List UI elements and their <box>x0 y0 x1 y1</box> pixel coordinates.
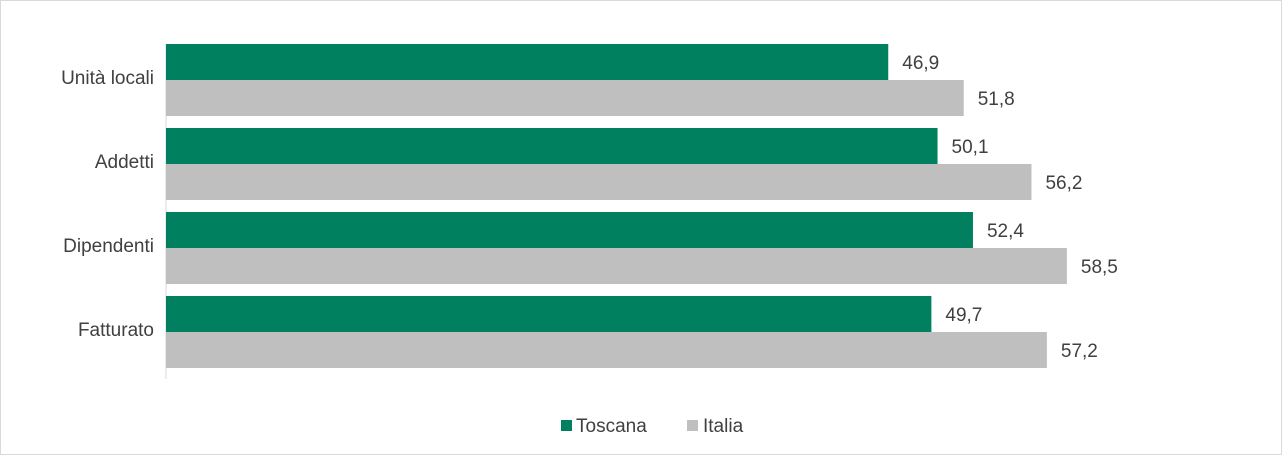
bar-toscana-unita-locali <box>166 44 889 80</box>
category-label-addetti: Addetti <box>95 152 154 173</box>
bar-italia-unita-locali <box>166 80 964 116</box>
bar-italia-addetti <box>166 164 1032 200</box>
data-label-italia-fatturato: 57,2 <box>1061 341 1098 362</box>
legend-swatch-italia <box>687 420 698 431</box>
plot-area: Unità locali 46,9 51,8 Addetti 50,1 56,2 Dipen… <box>61 44 1118 368</box>
legend-label-italia: Italia <box>703 416 744 437</box>
bar-toscana-fatturato <box>166 296 932 332</box>
category-label-unita-locali: Unità locali <box>61 68 154 89</box>
bar-italia-fatturato <box>166 332 1047 368</box>
data-label-toscana-addetti: 50,1 <box>952 137 989 158</box>
legend: Toscana Italia <box>561 416 744 437</box>
bar-italia-dipendenti <box>166 248 1067 284</box>
data-label-toscana-unita-locali: 46,9 <box>902 53 939 74</box>
data-label-italia-unita-locali: 51,8 <box>978 89 1015 110</box>
bar-toscana-dipendenti <box>166 212 973 248</box>
data-label-toscana-fatturato: 49,7 <box>945 305 982 326</box>
data-label-italia-dipendenti: 58,5 <box>1081 257 1118 278</box>
category-label-dipendenti: Dipendenti <box>63 236 154 257</box>
legend-label-toscana: Toscana <box>576 416 647 437</box>
data-label-italia-addetti: 56,2 <box>1045 173 1082 194</box>
data-label-toscana-dipendenti: 52,4 <box>987 221 1024 242</box>
bar-toscana-addetti <box>166 128 938 164</box>
legend-swatch-toscana <box>561 420 572 431</box>
category-label-fatturato: Fatturato <box>78 320 154 341</box>
